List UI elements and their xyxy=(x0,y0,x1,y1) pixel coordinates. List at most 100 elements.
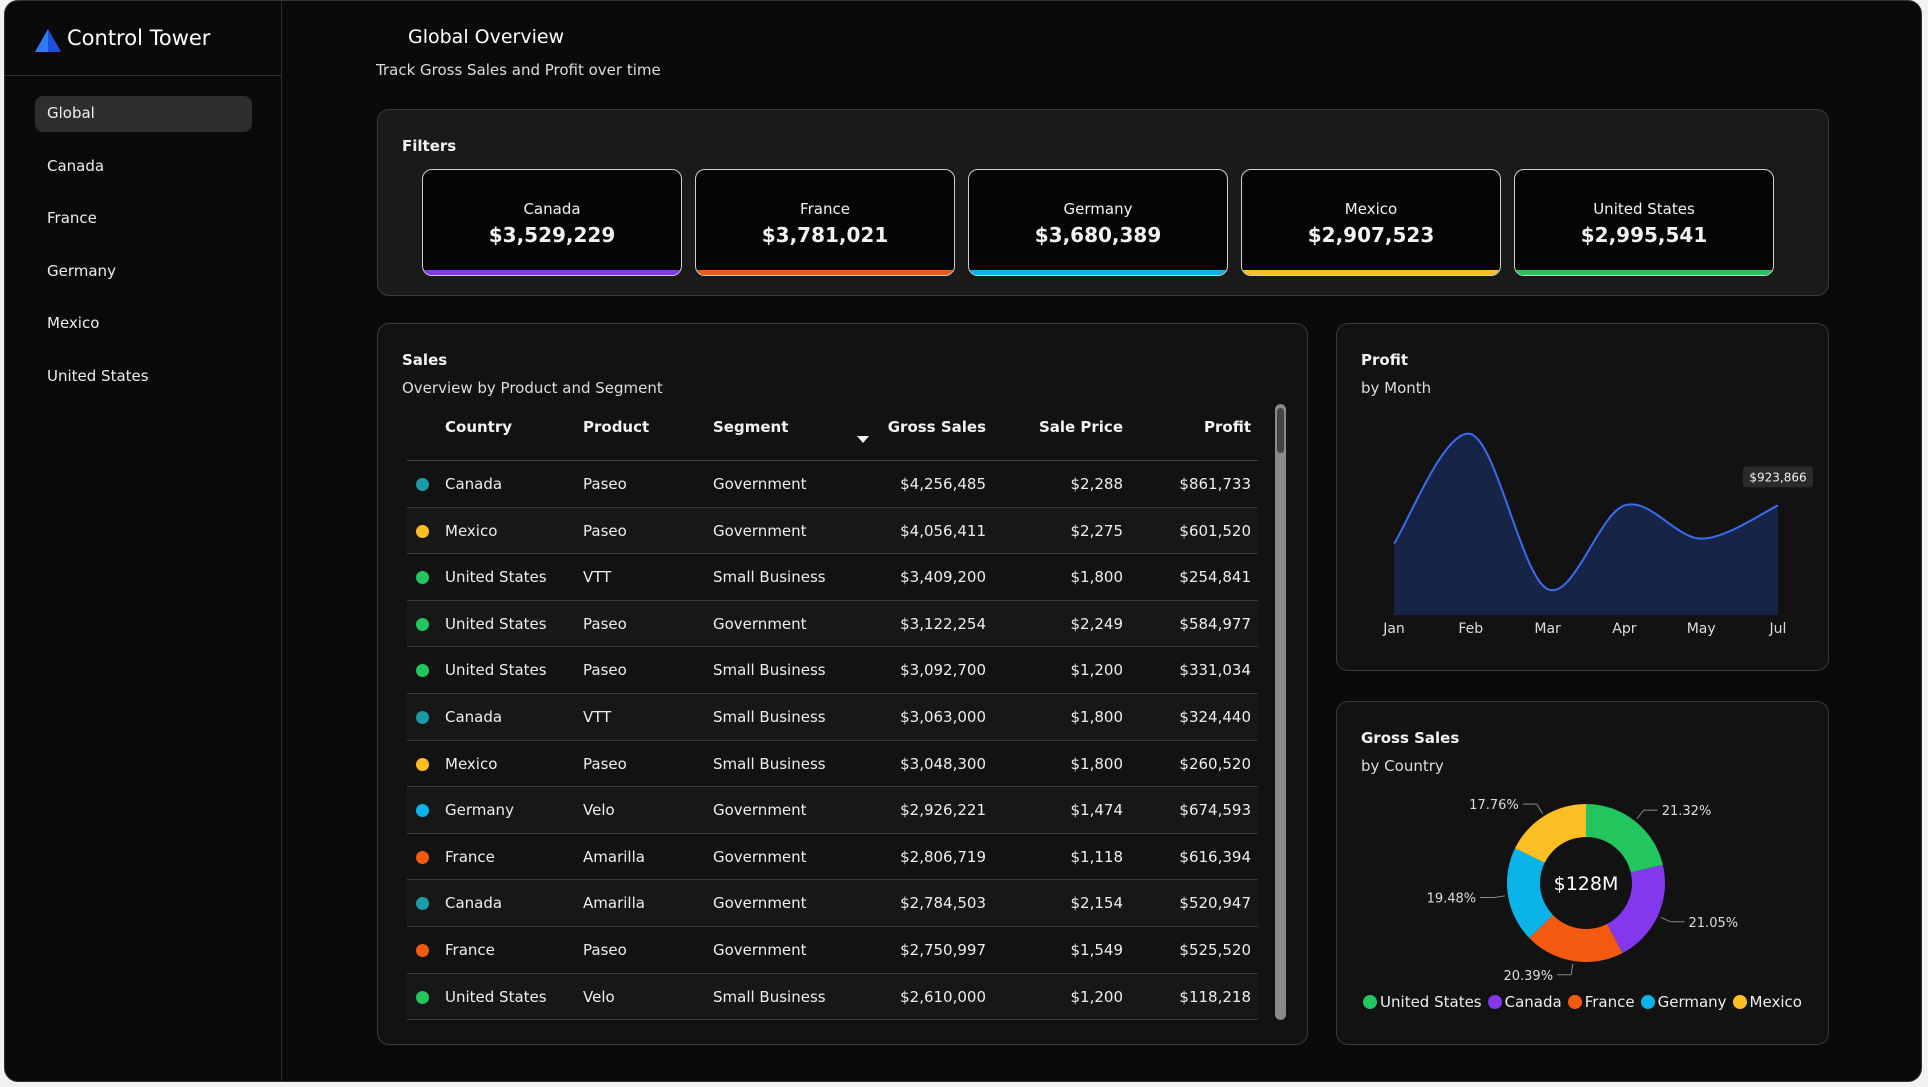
filter-name: Germany xyxy=(1063,200,1133,218)
filter-value: $3,680,389 xyxy=(1034,223,1162,247)
sort-arrow-shape xyxy=(857,436,869,443)
filter-card[interactable]: Mexico $2,907,523 xyxy=(1241,169,1501,276)
table-cell: Paseo xyxy=(583,614,627,633)
column-header[interactable]: Country xyxy=(445,418,513,436)
table-cell: $324,440 xyxy=(1179,708,1251,726)
sort-arrow[interactable] xyxy=(857,436,869,444)
table-cell: Paseo xyxy=(583,521,627,540)
legend-item[interactable]: France xyxy=(1567,991,1635,1013)
legend-swatch xyxy=(1567,995,1582,1009)
app-name: Control Tower xyxy=(67,26,211,50)
row-dot xyxy=(416,571,429,585)
gross-title: Gross Sales xyxy=(1361,729,1460,747)
table-cell: Government xyxy=(713,847,807,866)
nav-item[interactable]: United States xyxy=(35,359,252,395)
table-cell: $520,947 xyxy=(1179,894,1251,913)
table-row xyxy=(407,834,1258,881)
table-row xyxy=(407,600,1258,648)
table-cell: Canada xyxy=(445,475,503,493)
table-cell: Government xyxy=(713,941,807,959)
table-cell: $1,200 xyxy=(1070,987,1124,1006)
table-cell: $2,249 xyxy=(1070,614,1124,633)
filter-color-bar xyxy=(423,270,681,275)
table-cell: $1,118 xyxy=(1070,847,1124,866)
table-row xyxy=(407,973,1258,1021)
table-cell: $2,610,000 xyxy=(900,987,986,1006)
table-cell: $1,474 xyxy=(1070,801,1124,820)
table-cell: Government xyxy=(713,801,807,820)
filter-value: $2,995,541 xyxy=(1580,223,1708,247)
profit-chart: Jan Feb Mar Apr May Jul $923,866 xyxy=(1382,432,1813,637)
row-dot xyxy=(416,897,429,911)
legend-label: United States xyxy=(1380,993,1482,1011)
legend-label: France xyxy=(1584,993,1635,1011)
nav-item[interactable]: Global xyxy=(35,96,252,132)
table-cell: $3,063,000 xyxy=(900,708,986,726)
sales-subtitle: Overview by Product and Segment xyxy=(402,379,663,397)
table-cell: $2,806,719 xyxy=(900,847,986,866)
profit-title: Profit xyxy=(1361,351,1408,369)
table-cell: Amarilla xyxy=(583,847,645,866)
column-header[interactable]: Sale Price xyxy=(1038,418,1123,436)
slice-label: 17.76% xyxy=(1469,798,1519,813)
table-cell: Government xyxy=(713,521,807,540)
table-cell: $525,520 xyxy=(1179,941,1251,959)
legend-item[interactable]: United States xyxy=(1363,991,1482,1013)
filter-card[interactable]: United States $2,995,541 xyxy=(1514,169,1774,276)
table-cell: $3,122,254 xyxy=(900,614,986,633)
filter-name: France xyxy=(800,200,850,218)
nav-item[interactable]: France xyxy=(35,201,252,237)
leader-line xyxy=(1557,963,1574,976)
legend-item[interactable]: Mexico xyxy=(1732,991,1802,1013)
nav-label: France xyxy=(47,209,97,227)
nav-label: Mexico xyxy=(47,314,100,332)
column-header[interactable]: Profit xyxy=(1204,418,1251,436)
table-row xyxy=(407,461,1258,508)
table-row xyxy=(407,927,1258,974)
sales-panel: Sales Overview by Product and Segment Coun… xyxy=(377,323,1308,1045)
table-cell: Small Business xyxy=(713,568,826,587)
legend-label: Canada xyxy=(1504,993,1562,1011)
table-cell: Paseo xyxy=(583,941,627,959)
nav-item[interactable]: Germany xyxy=(35,254,252,290)
nav-item[interactable]: Canada xyxy=(35,149,252,185)
filter-color-bar xyxy=(696,270,954,275)
row-dot xyxy=(416,990,429,1004)
scrollbar-track[interactable] xyxy=(1275,404,1286,1020)
table-cell: United States xyxy=(445,987,547,1006)
filter-card[interactable]: Germany $3,680,389 xyxy=(968,169,1228,276)
table-cell: Paseo xyxy=(583,475,627,493)
sidebar xyxy=(5,1,282,1081)
leader-line xyxy=(1636,809,1658,820)
profit-subtitle: by Month xyxy=(1361,379,1432,397)
table-cell: Small Business xyxy=(713,987,826,1006)
table-row xyxy=(407,880,1258,927)
table-cell: France xyxy=(445,847,495,866)
table-cell: $584,977 xyxy=(1179,614,1251,633)
slice-label: 20.39% xyxy=(1503,969,1553,984)
table-cell: $3,409,200 xyxy=(900,568,986,587)
donut-slice xyxy=(1586,804,1663,873)
table-cell: $1,800 xyxy=(1070,708,1124,726)
filter-card[interactable]: Canada $3,529,229 xyxy=(422,169,682,276)
column-header[interactable]: Segment xyxy=(713,418,789,436)
row-dot xyxy=(416,850,429,864)
legend-item[interactable]: Germany xyxy=(1640,991,1727,1013)
column-header[interactable]: Product xyxy=(583,418,650,436)
row-dot xyxy=(416,664,429,678)
table-cell: $1,549 xyxy=(1070,941,1124,959)
scrollbar-thumb[interactable] xyxy=(1277,408,1284,453)
filter-value: $3,781,021 xyxy=(761,223,889,247)
table-row xyxy=(407,787,1258,834)
table-cell: Canada xyxy=(445,894,503,913)
table-cell: $254,841 xyxy=(1179,568,1251,587)
row-dot xyxy=(416,711,429,724)
legend-item[interactable]: Canada xyxy=(1487,991,1562,1013)
nav-item[interactable]: Mexico xyxy=(35,306,252,342)
filter-card[interactable]: France $3,781,021 xyxy=(695,169,955,276)
table-cell: $118,218 xyxy=(1179,987,1251,1006)
filters-panel: Filters Canada $3,529,229 France $3,781,021 G… xyxy=(377,109,1829,296)
table-cell: Velo xyxy=(583,987,615,1006)
column-header[interactable]: Gross Sales xyxy=(887,418,986,436)
